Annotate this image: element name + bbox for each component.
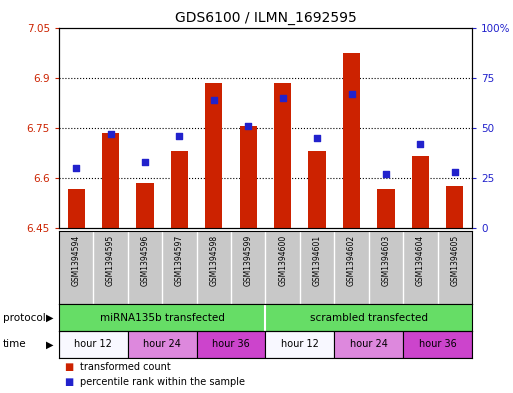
Bar — [274, 83, 291, 228]
Bar — [308, 151, 326, 228]
Text: hour 12: hour 12 — [74, 339, 112, 349]
Text: GSM1394599: GSM1394599 — [244, 235, 253, 286]
Point — [175, 132, 184, 139]
Text: ▶: ▶ — [46, 312, 54, 323]
Point — [279, 94, 287, 101]
Text: percentile rank within the sample: percentile rank within the sample — [80, 377, 245, 387]
Text: GSM1394605: GSM1394605 — [450, 235, 459, 286]
Text: GSM1394596: GSM1394596 — [141, 235, 149, 286]
Text: GSM1394595: GSM1394595 — [106, 235, 115, 286]
Bar — [68, 189, 85, 228]
Text: GSM1394598: GSM1394598 — [209, 235, 219, 286]
Bar — [343, 53, 360, 228]
Text: hour 36: hour 36 — [212, 339, 250, 349]
Text: hour 36: hour 36 — [419, 339, 457, 349]
Text: GSM1394601: GSM1394601 — [312, 235, 322, 286]
Text: ■: ■ — [64, 377, 73, 387]
Bar — [412, 156, 429, 228]
Text: GSM1394594: GSM1394594 — [72, 235, 81, 286]
Point — [72, 164, 81, 171]
Bar — [446, 186, 463, 228]
Bar — [240, 126, 257, 228]
Bar — [102, 132, 119, 228]
Point — [141, 158, 149, 165]
Bar — [59, 331, 128, 358]
Bar — [171, 151, 188, 228]
Text: time: time — [3, 339, 26, 349]
Text: GSM1394600: GSM1394600 — [278, 235, 287, 286]
Bar — [403, 331, 472, 358]
Text: GSM1394604: GSM1394604 — [416, 235, 425, 286]
Text: GSM1394603: GSM1394603 — [382, 235, 390, 286]
Bar — [196, 331, 266, 358]
Point — [313, 134, 321, 141]
Point — [347, 90, 356, 97]
Bar — [136, 182, 153, 228]
Point — [450, 168, 459, 174]
Text: ■: ■ — [64, 362, 73, 371]
Bar — [128, 331, 196, 358]
Text: transformed count: transformed count — [80, 362, 170, 371]
Point — [416, 140, 424, 147]
Text: hour 24: hour 24 — [350, 339, 388, 349]
Title: GDS6100 / ILMN_1692595: GDS6100 / ILMN_1692595 — [174, 11, 357, 25]
Text: hour 12: hour 12 — [281, 339, 319, 349]
Bar — [266, 331, 334, 358]
Point — [244, 122, 252, 129]
Point — [107, 130, 115, 137]
Point — [382, 171, 390, 177]
Text: hour 24: hour 24 — [143, 339, 181, 349]
Text: GSM1394602: GSM1394602 — [347, 235, 356, 286]
Bar — [334, 331, 403, 358]
Text: scrambled transfected: scrambled transfected — [310, 312, 428, 323]
Text: protocol: protocol — [3, 312, 45, 323]
Bar — [205, 83, 223, 228]
Text: miRNA135b transfected: miRNA135b transfected — [100, 312, 225, 323]
Text: GSM1394597: GSM1394597 — [175, 235, 184, 286]
Text: ▶: ▶ — [46, 339, 54, 349]
Point — [210, 96, 218, 103]
Bar — [378, 189, 394, 228]
